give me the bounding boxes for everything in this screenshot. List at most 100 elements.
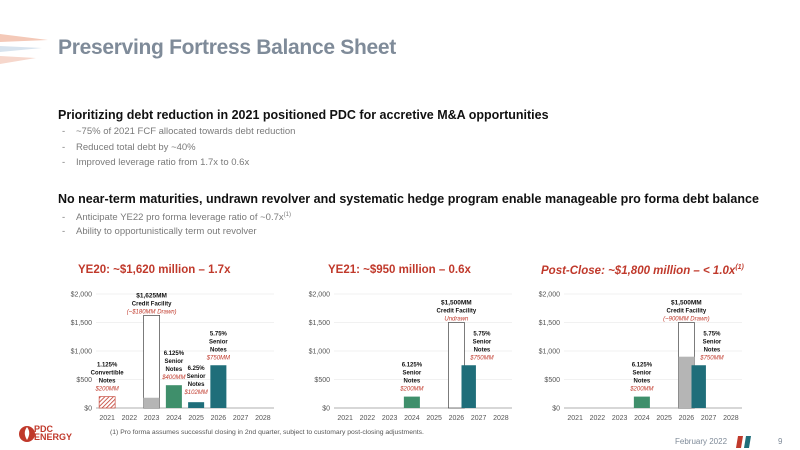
bar-label: 5.75%	[473, 331, 491, 337]
chart-heading-post-close: Post-Close: ~$1,800 million – < 1.0x(1)	[541, 264, 744, 277]
bar-label: Notes	[99, 379, 116, 385]
logo-text: PDC ENERGY	[34, 424, 73, 442]
x-tick-label: 2021	[337, 415, 353, 422]
x-tick-label: 2022	[122, 415, 138, 422]
x-tick-label: 2021	[99, 415, 115, 422]
x-tick-label: 2026	[449, 415, 465, 422]
bullet-item: - ~75% of 2021 FCF allocated towards debt…	[62, 126, 296, 137]
bar-label: 5.75%	[210, 331, 228, 337]
bar-sub-label: (~900MM Drawn)	[663, 317, 710, 323]
bar-label: Senior	[165, 359, 184, 365]
y-tick-label: $500	[314, 377, 330, 384]
bar-label: 6.25%	[188, 366, 206, 372]
bar-label: Senior	[187, 374, 206, 380]
facility-drawn-bar	[143, 397, 160, 408]
debt-bar	[403, 396, 420, 408]
section-heading-debt-reduction: Prioritizing debt reduction in 2021 posi…	[58, 108, 549, 122]
bar-label: $1,500MM	[671, 300, 702, 307]
x-tick-label: 2027	[701, 415, 717, 422]
x-tick-label: 2021	[567, 415, 583, 422]
bullet-item: - Ability to opportunistically term out r…	[62, 225, 257, 237]
debt-bar	[98, 396, 116, 409]
bar-sub-label: (~$180MM Drawn)	[127, 309, 177, 315]
bar-label: $1,500MM	[441, 300, 472, 307]
x-tick-label: 2028	[493, 415, 509, 422]
bar-label: Credit Facility	[667, 309, 707, 315]
pdc-energy-logo	[19, 426, 35, 442]
date-label: February 2022	[675, 437, 728, 446]
y-tick-label: $500	[76, 377, 92, 384]
y-tick-label: $2,000	[71, 292, 93, 299]
bar-label: 6.125%	[632, 363, 653, 369]
chart-heading-ye20: YE20: ~$1,620 million – 1.7x	[78, 264, 231, 276]
bar-sub-label: $200MM	[399, 387, 423, 393]
debt-bar	[188, 402, 205, 408]
bar-label: Notes	[634, 379, 651, 385]
brand-bars-icon	[736, 436, 751, 448]
section-heading-maturities: No near-term maturities, undrawn revolve…	[58, 192, 759, 206]
bar-label: Credit Facility	[132, 301, 172, 307]
bar-sub-label: $750MM	[699, 355, 723, 361]
bar-label: Convertible	[91, 371, 125, 377]
y-tick-label: $2,000	[539, 292, 561, 299]
y-tick-label: $2,000	[309, 292, 331, 299]
chart-ye20: $0 $500 $1,000 $1,500 $2,000 2021 2022 2023 2024…	[71, 292, 274, 422]
bullet-list-debt-reduction: - ~75% of 2021 FCF allocated towards debt…	[62, 124, 295, 171]
y-tick-label: $1,000	[309, 349, 331, 356]
bar-label: $1,625MM	[136, 292, 167, 299]
y-tick-label: $500	[544, 377, 560, 384]
chart-heading-ye21: YE21: ~$950 million – 0.6x	[328, 264, 471, 276]
x-tick-label: 2025	[656, 415, 672, 422]
x-tick-label: 2028	[723, 415, 739, 422]
y-tick-label: $1,500	[539, 320, 561, 327]
x-tick-label: 2023	[612, 415, 628, 422]
bar-label: Notes	[704, 347, 721, 353]
x-tick-label: 2023	[144, 415, 160, 422]
chart-ye21: $0 $500 $1,000 $1,500 $2,000 2021 2022 2023 2024…	[309, 292, 512, 422]
y-tick-label: $0	[84, 406, 92, 413]
x-tick-label: 2026	[679, 415, 695, 422]
x-tick-label: 2023	[382, 415, 398, 422]
y-tick-label: $0	[552, 406, 560, 413]
bar-label: 5.75%	[703, 331, 721, 337]
y-tick-label: $0	[322, 406, 330, 413]
chart-post-close: $0 $500 $1,000 $1,500 $2,000 2021 2022 2023 2024…	[539, 292, 742, 422]
x-tick-label: 2022	[360, 415, 376, 422]
bullet-item: - Reduced total debt by ~40%	[62, 141, 196, 153]
x-tick-label: 2025	[426, 415, 442, 422]
bar-label: 6.125%	[402, 363, 423, 369]
bar-label: Senior	[473, 339, 492, 345]
bar-label: Senior	[633, 371, 652, 377]
x-tick-label: 2028	[255, 415, 271, 422]
bar-label: Notes	[166, 367, 183, 373]
y-tick-label: $1,000	[71, 349, 93, 356]
page-title: Preserving Fortress Balance Sheet	[58, 36, 396, 59]
footnote: (1) Pro forma assumes successful closing…	[110, 429, 424, 436]
bar-label: Credit Facility	[437, 309, 477, 315]
bullet-item: - Anticipate YE22 pro forma leverage rati…	[62, 212, 291, 224]
credit-facility-bar	[143, 315, 160, 409]
bar-sub-label: $102MM	[183, 390, 207, 396]
debt-bar	[461, 365, 476, 408]
bar-label: Senior	[403, 371, 422, 377]
bar-label: Notes	[188, 382, 205, 388]
decorative-streaks	[0, 34, 48, 64]
y-tick-label: $1,000	[539, 349, 561, 356]
x-tick-label: 2025	[188, 415, 204, 422]
x-tick-label: 2027	[233, 415, 249, 422]
bar-sub-label: Undrawn	[444, 317, 469, 323]
bullet-list-maturities: - Anticipate YE22 pro forma leverage rati…	[62, 208, 291, 239]
debt-bar	[210, 365, 227, 408]
page-number: 9	[778, 437, 783, 446]
bullet-item: - Improved leverage ratio from 1.7x to 0.…	[62, 157, 250, 168]
x-tick-label: 2022	[590, 415, 606, 422]
x-tick-label: 2024	[634, 415, 650, 422]
bar-sub-label: $750MM	[206, 355, 230, 361]
bar-label: Senior	[703, 339, 722, 345]
y-tick-label: $1,500	[309, 320, 331, 327]
bar-sub-label: $400MM	[161, 375, 185, 381]
x-tick-label: 2026	[211, 415, 227, 422]
facility-drawn-bar	[678, 356, 695, 408]
debt-bar	[691, 365, 706, 408]
x-tick-label: 2024	[404, 415, 420, 422]
